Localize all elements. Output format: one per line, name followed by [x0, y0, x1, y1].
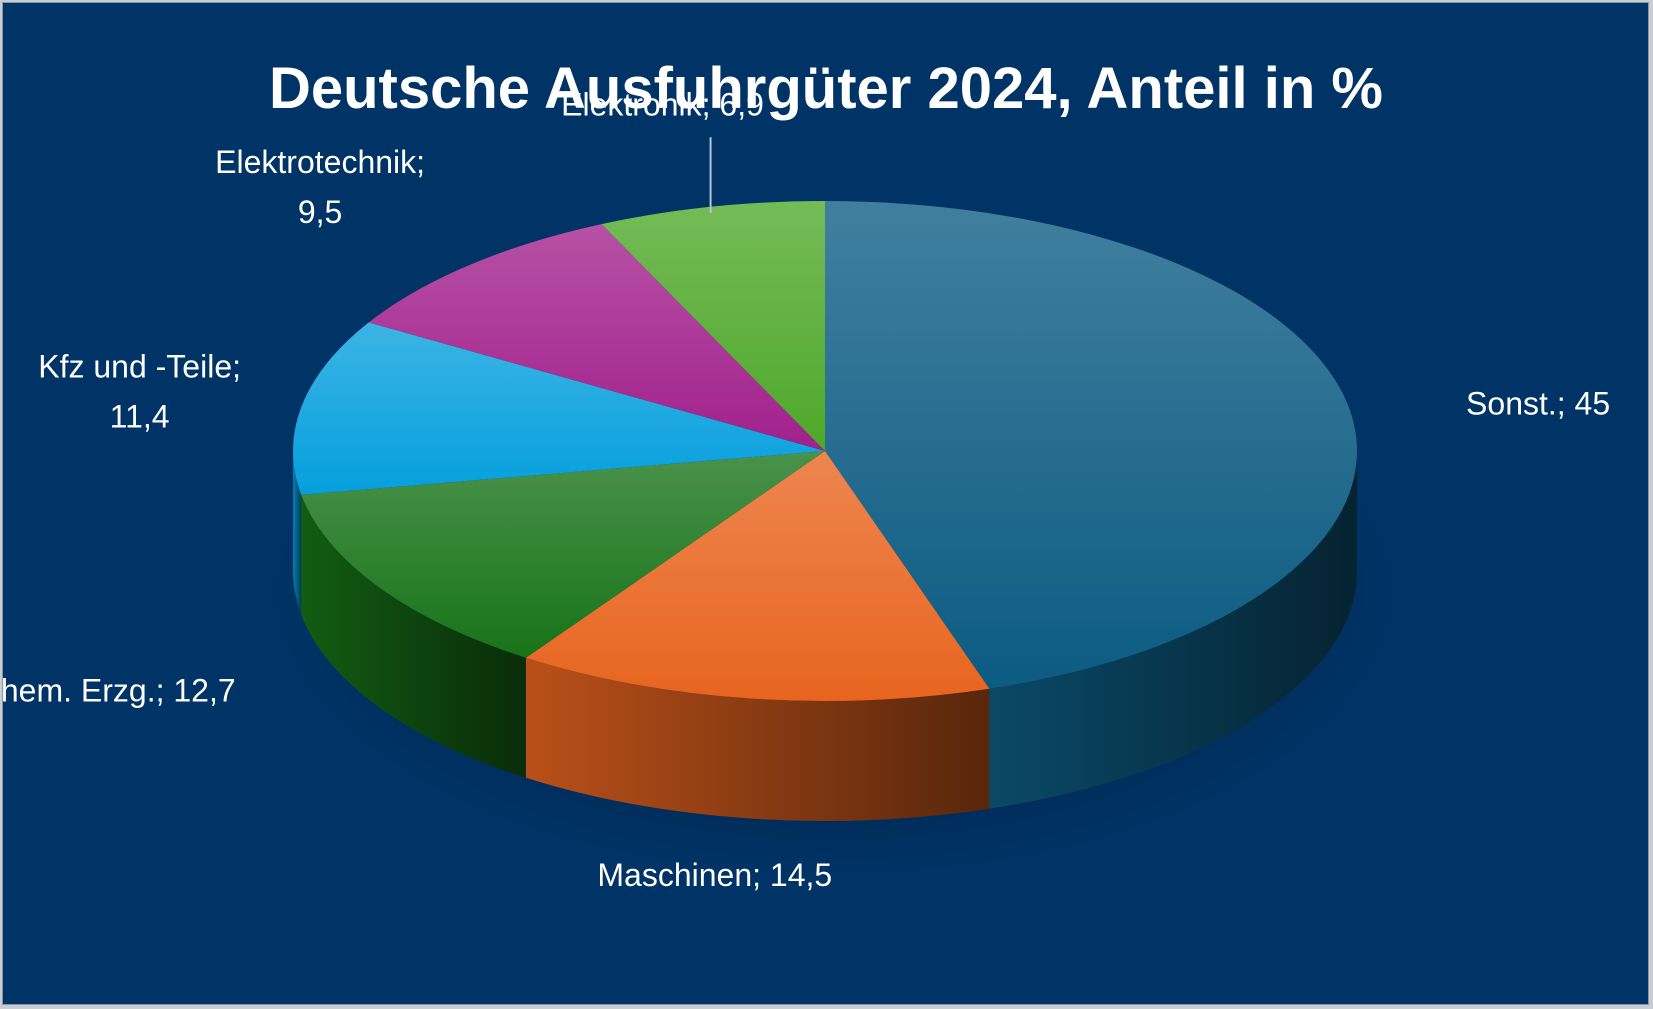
data-label-line: Elektronik; 6,9: [561, 86, 764, 122]
pie-slice-4: [368, 224, 825, 451]
data-label-line: Chem. Erzg.; 12,7: [3, 672, 236, 708]
data-label-1: Maschinen; 14,5: [597, 857, 832, 893]
data-label-line: Elektrotechnik;: [215, 144, 425, 180]
pie-slice-side-2: [301, 494, 526, 778]
data-label-3: Kfz und -Teile; 11,4: [38, 349, 241, 435]
pie-slice-side-0: [989, 451, 1357, 809]
pie-slice-2: [301, 451, 825, 658]
data-label-line: Kfz und -Teile;: [38, 349, 241, 385]
data-label-line: Maschinen; 14,5: [597, 857, 832, 893]
pie-slice-side-3: [293, 451, 302, 615]
pie-slice-1: [525, 451, 990, 701]
data-label-2: Chem. Erzg.; 12,7: [3, 672, 236, 708]
data-label-line: 11,4: [110, 399, 170, 435]
data-label-line: Sonst.; 45: [1466, 385, 1610, 421]
data-label-line: 9,5: [298, 194, 342, 230]
data-label-0: Sonst.; 45: [1466, 385, 1610, 421]
data-label-4: Elektrotechnik; 9,5: [215, 144, 425, 230]
pie-slice-side-1: [525, 657, 990, 821]
pie-slice-0: [825, 201, 1357, 689]
pie-slice-5: [601, 201, 825, 451]
data-label-5: Elektronik; 6,9: [561, 86, 764, 122]
chart-title: Deutsche Ausfuhrgüter 2024, Anteil in %: [269, 56, 1383, 121]
pie-chart: Deutsche Ausfuhrgüter 2024, Anteil in % …: [3, 56, 1610, 893]
pie-slice-3: [292, 322, 825, 495]
